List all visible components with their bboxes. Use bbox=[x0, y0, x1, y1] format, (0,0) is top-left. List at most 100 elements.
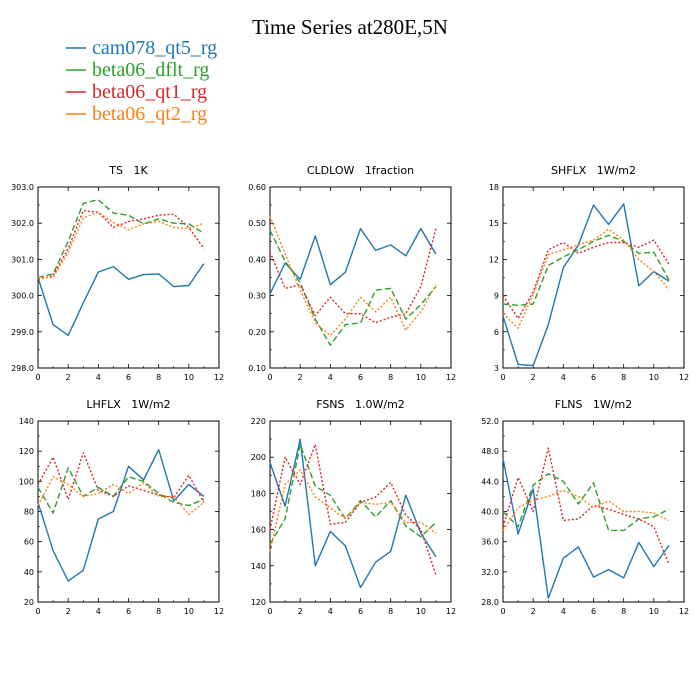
x-tick-label: 8 bbox=[156, 607, 161, 616]
x-tick-label: 0 bbox=[267, 607, 272, 616]
x-tick-label: 0 bbox=[267, 373, 272, 382]
x-tick-label: 6 bbox=[126, 607, 131, 616]
x-tick-label: 0 bbox=[35, 607, 40, 616]
series-line-4 bbox=[269, 215, 437, 337]
y-tick-label: 0.50 bbox=[248, 219, 266, 228]
series-line-3 bbox=[37, 452, 205, 503]
x-tick-label: 6 bbox=[358, 607, 363, 616]
y-tick-label: 302.0 bbox=[11, 219, 34, 228]
y-tick-label: 36.0 bbox=[481, 538, 499, 547]
x-tick-label: 0 bbox=[35, 373, 40, 382]
x-tick-label: 10 bbox=[649, 373, 659, 382]
x-tick-label: 4 bbox=[96, 373, 101, 382]
series-line-1 bbox=[502, 203, 670, 367]
series-line-3 bbox=[502, 447, 670, 565]
x-tick-label: 4 bbox=[328, 373, 333, 382]
x-tick-label: 8 bbox=[621, 607, 626, 616]
chart-panel: CLDLOW 1fraction 0 2 4 6 8 10 12 0.10 0.20 0.30 0.4… bbox=[248, 164, 456, 382]
y-tick-label: 100 bbox=[19, 477, 34, 486]
y-tick-label: 9 bbox=[494, 292, 499, 301]
plot-frame bbox=[502, 186, 685, 369]
x-tick-label: 10 bbox=[184, 607, 194, 616]
series-line-1 bbox=[502, 458, 670, 599]
series-line-2 bbox=[37, 467, 205, 514]
y-tick-label: 301.0 bbox=[11, 255, 34, 264]
series-line-4 bbox=[37, 476, 205, 516]
x-tick-label: 2 bbox=[531, 607, 536, 616]
y-tick-label: 120 bbox=[19, 447, 34, 456]
x-tick-label: 6 bbox=[126, 373, 131, 382]
y-tick-label: 32.0 bbox=[481, 568, 499, 577]
x-tick-label: 12 bbox=[679, 607, 689, 616]
plot-frame bbox=[269, 420, 452, 603]
y-tick-label: 28.0 bbox=[481, 598, 499, 607]
x-tick-label: 2 bbox=[298, 373, 303, 382]
legend-item: beta06_qt2_rg bbox=[66, 103, 207, 125]
series-line-1 bbox=[37, 449, 205, 582]
y-tick-label: 140 bbox=[251, 562, 266, 571]
x-tick-label: 0 bbox=[500, 373, 505, 382]
x-tick-label: 6 bbox=[358, 373, 363, 382]
chart-panel: FSNS 1.0W/m2 0 2 4 6 8 10 12 120 140 160 180 200 220 bbox=[251, 398, 456, 616]
y-tick-label: 0.60 bbox=[248, 183, 266, 192]
y-tick-label: 220 bbox=[251, 417, 266, 426]
chart-title: FLNS 1W/m2 bbox=[555, 398, 632, 411]
legend: cam078_qt5_rg beta06_dflt_rg beta06_qt1_… bbox=[66, 37, 217, 125]
series-line-1 bbox=[37, 263, 205, 337]
x-tick-label: 10 bbox=[184, 373, 194, 382]
x-tick-label: 8 bbox=[388, 373, 393, 382]
x-tick-label: 12 bbox=[446, 373, 456, 382]
chart-title: LHFLX 1W/m2 bbox=[86, 398, 170, 411]
series-line-4 bbox=[269, 469, 437, 552]
chart-panel: TS 1K 0 2 4 6 8 10 12 298.0 299.0 300.0 301.0 302.0 3… bbox=[11, 164, 224, 382]
y-tick-label: 0.10 bbox=[248, 364, 266, 373]
x-tick-label: 6 bbox=[591, 607, 596, 616]
y-tick-label: 303.0 bbox=[11, 183, 34, 192]
y-tick-label: 299.0 bbox=[11, 328, 34, 337]
y-tick-label: 48.0 bbox=[481, 447, 499, 456]
series-line-1 bbox=[269, 438, 437, 589]
y-tick-label: 200 bbox=[251, 453, 266, 462]
series-line-2 bbox=[269, 443, 437, 545]
x-tick-label: 8 bbox=[156, 373, 161, 382]
y-tick-label: 0.40 bbox=[248, 255, 266, 264]
y-tick-label: 180 bbox=[251, 489, 266, 498]
chart-title: TS 1K bbox=[108, 164, 148, 177]
x-tick-label: 0 bbox=[500, 607, 505, 616]
x-tick-label: 12 bbox=[214, 607, 224, 616]
x-tick-label: 8 bbox=[621, 373, 626, 382]
y-tick-label: 0.30 bbox=[248, 292, 266, 301]
x-tick-label: 2 bbox=[66, 607, 71, 616]
plot-frame bbox=[37, 186, 220, 369]
series-line-2 bbox=[502, 473, 670, 532]
x-tick-label: 6 bbox=[591, 373, 596, 382]
x-tick-label: 8 bbox=[388, 607, 393, 616]
series-line-2 bbox=[502, 234, 670, 306]
series-line-4 bbox=[502, 489, 670, 531]
series-line-3 bbox=[269, 443, 437, 576]
x-tick-label: 10 bbox=[416, 607, 426, 616]
series-line-4 bbox=[502, 228, 670, 329]
y-tick-label: 0.20 bbox=[248, 328, 266, 337]
series-line-1 bbox=[269, 227, 437, 295]
series-line-3 bbox=[269, 228, 437, 324]
y-tick-label: 18 bbox=[489, 183, 499, 192]
x-tick-label: 10 bbox=[649, 607, 659, 616]
y-tick-label: 52.0 bbox=[481, 417, 499, 426]
chart-title: CLDLOW 1fraction bbox=[307, 164, 414, 177]
legend-item: beta06_qt1_rg bbox=[66, 81, 207, 103]
y-tick-label: 12 bbox=[489, 255, 499, 264]
chart-title: FSNS 1.0W/m2 bbox=[316, 398, 405, 411]
y-tick-label: 300.0 bbox=[11, 292, 34, 301]
y-tick-label: 40.0 bbox=[481, 508, 499, 517]
legend-label: beta06_qt1_rg bbox=[92, 81, 207, 103]
series-line-2 bbox=[269, 230, 437, 346]
series-line-4 bbox=[38, 211, 205, 279]
x-tick-label: 10 bbox=[416, 373, 426, 382]
y-tick-label: 140 bbox=[19, 417, 34, 426]
y-tick-label: 40 bbox=[24, 568, 34, 577]
legend-item: cam078_qt5_rg bbox=[66, 37, 217, 59]
y-tick-label: 20 bbox=[24, 598, 34, 607]
y-tick-label: 80 bbox=[24, 508, 34, 517]
